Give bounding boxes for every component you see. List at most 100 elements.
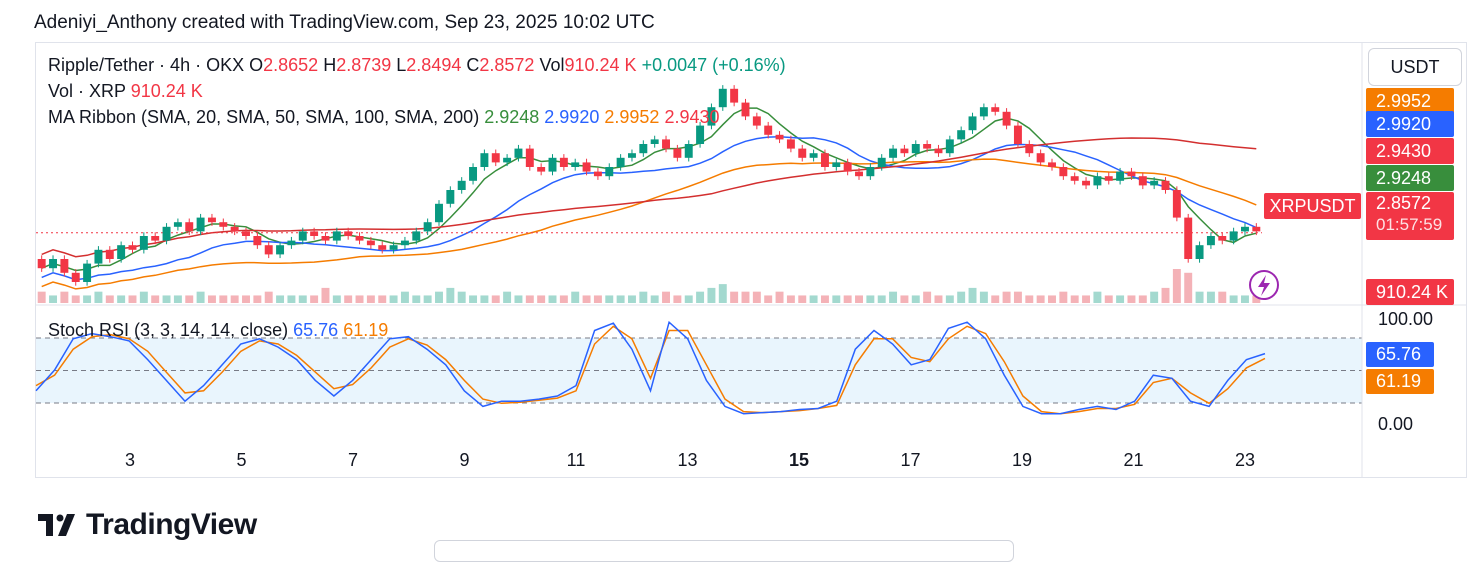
volume-bar bbox=[400, 291, 409, 303]
candle-body bbox=[480, 153, 489, 167]
candle-body bbox=[310, 231, 319, 236]
volume-bar bbox=[559, 295, 568, 303]
volume-bar bbox=[173, 295, 182, 303]
candle-body bbox=[991, 107, 1000, 112]
volume-bar bbox=[230, 295, 239, 303]
volume-bar bbox=[1116, 295, 1125, 303]
volume-bar bbox=[446, 287, 455, 303]
candle-body bbox=[832, 162, 841, 167]
candle-body bbox=[764, 125, 773, 135]
candle-body bbox=[151, 236, 160, 241]
price-chart[interactable] bbox=[0, 0, 1482, 548]
volume-bar bbox=[1138, 295, 1147, 303]
candle-body bbox=[1104, 176, 1113, 181]
volume-indicator-label[interactable]: Vol · XRP bbox=[48, 81, 126, 101]
x-tick-19: 19 bbox=[1011, 450, 1033, 470]
volume-bar bbox=[1082, 295, 1091, 303]
change-value: +0.0047 (+0.16%) bbox=[641, 55, 786, 75]
stoch-rsi-label[interactable]: Stoch RSI (3, 3, 14, 14, close) bbox=[48, 320, 289, 340]
x-tick-13: 13 bbox=[677, 450, 698, 470]
volume-bar bbox=[1070, 295, 1079, 303]
volume-bar bbox=[162, 295, 171, 303]
volume-bar bbox=[287, 295, 296, 303]
volume-bar bbox=[1059, 291, 1068, 303]
x-tick-11: 11 bbox=[566, 450, 586, 470]
lightning-bolt-icon bbox=[1258, 275, 1270, 296]
candle-body bbox=[582, 162, 591, 172]
candle-body bbox=[105, 249, 114, 259]
volume-bar bbox=[423, 295, 432, 303]
ma-ribbon-label[interactable]: MA Ribbon (SMA, 20, SMA, 50, SMA, 100, S… bbox=[48, 107, 480, 127]
candle-body bbox=[412, 231, 421, 241]
volume-bar bbox=[832, 295, 841, 303]
symbol-label[interactable]: Ripple/Tether · 4h · OKX bbox=[48, 55, 245, 75]
ma-line-20 bbox=[41, 107, 1257, 272]
candle-body bbox=[435, 203, 443, 223]
candle-body bbox=[559, 157, 568, 167]
tradingview-logo[interactable]: TradingView bbox=[38, 508, 257, 542]
candle-body bbox=[117, 245, 126, 259]
ma-line-50 bbox=[41, 135, 1257, 281]
high-label: H bbox=[323, 55, 337, 75]
candle-body bbox=[537, 167, 546, 172]
candle-body bbox=[173, 222, 182, 227]
volume-bar bbox=[1161, 287, 1170, 303]
candle-body bbox=[253, 236, 262, 246]
candle-body bbox=[820, 153, 829, 167]
volume-bar bbox=[242, 295, 250, 303]
candle-body bbox=[718, 88, 727, 108]
volume-bar bbox=[514, 295, 523, 303]
volume-bar bbox=[469, 295, 478, 303]
candle-body bbox=[37, 259, 46, 269]
candle-body bbox=[49, 259, 58, 269]
vol-label: Vol bbox=[539, 55, 565, 75]
candle-body bbox=[877, 157, 886, 167]
chart-credit: Adeniyi_Anthony created with TradingView… bbox=[34, 12, 655, 33]
volume-bar bbox=[730, 291, 739, 303]
x-tick-9: 9 bbox=[459, 450, 470, 470]
candle-body bbox=[128, 245, 137, 250]
candle-body bbox=[639, 144, 648, 154]
volume-bar bbox=[934, 295, 943, 303]
volume-bar bbox=[809, 295, 818, 303]
candle-body bbox=[968, 116, 977, 131]
candle-body bbox=[1252, 226, 1261, 232]
stoch-d-tag: 61.19 bbox=[1366, 369, 1434, 394]
candle-body bbox=[741, 102, 750, 117]
volume-bar bbox=[605, 295, 614, 303]
candle-body bbox=[752, 116, 761, 126]
candle-body bbox=[423, 222, 432, 232]
ma-value-3: 2.9952 bbox=[604, 107, 660, 127]
volume-bar bbox=[1252, 295, 1261, 303]
open-label: O bbox=[249, 55, 264, 75]
volume-bar bbox=[718, 284, 727, 303]
volume-bar bbox=[798, 295, 807, 303]
candle-body bbox=[1138, 176, 1147, 186]
volume-bar bbox=[207, 295, 216, 303]
volume-bar bbox=[1172, 269, 1181, 303]
candle-body bbox=[321, 236, 330, 241]
candle-body bbox=[1172, 190, 1181, 218]
volume-bar bbox=[139, 291, 148, 303]
volume-bar bbox=[1184, 272, 1193, 303]
ma-line-200 bbox=[41, 137, 1257, 258]
candle-body bbox=[730, 88, 739, 103]
candle-body bbox=[548, 157, 557, 172]
volume-bar bbox=[1127, 295, 1136, 303]
candle-body bbox=[798, 148, 807, 158]
volume-bar bbox=[185, 295, 194, 303]
currency-button[interactable]: USDT bbox=[1368, 48, 1462, 86]
candle-body bbox=[934, 148, 943, 154]
volume-bar bbox=[957, 291, 966, 303]
candle-body bbox=[162, 226, 171, 241]
last-price-value: 2.8572 bbox=[1376, 193, 1432, 213]
volume-bar bbox=[105, 295, 114, 303]
volume-bar bbox=[741, 291, 750, 303]
volume-bar bbox=[900, 295, 909, 303]
candle-body bbox=[957, 130, 966, 140]
x-tick-21: 21 bbox=[1123, 450, 1144, 470]
volume-bar bbox=[298, 295, 307, 303]
candle-body bbox=[1116, 171, 1125, 181]
candle-body bbox=[1184, 217, 1193, 259]
volume-bar bbox=[923, 291, 932, 303]
